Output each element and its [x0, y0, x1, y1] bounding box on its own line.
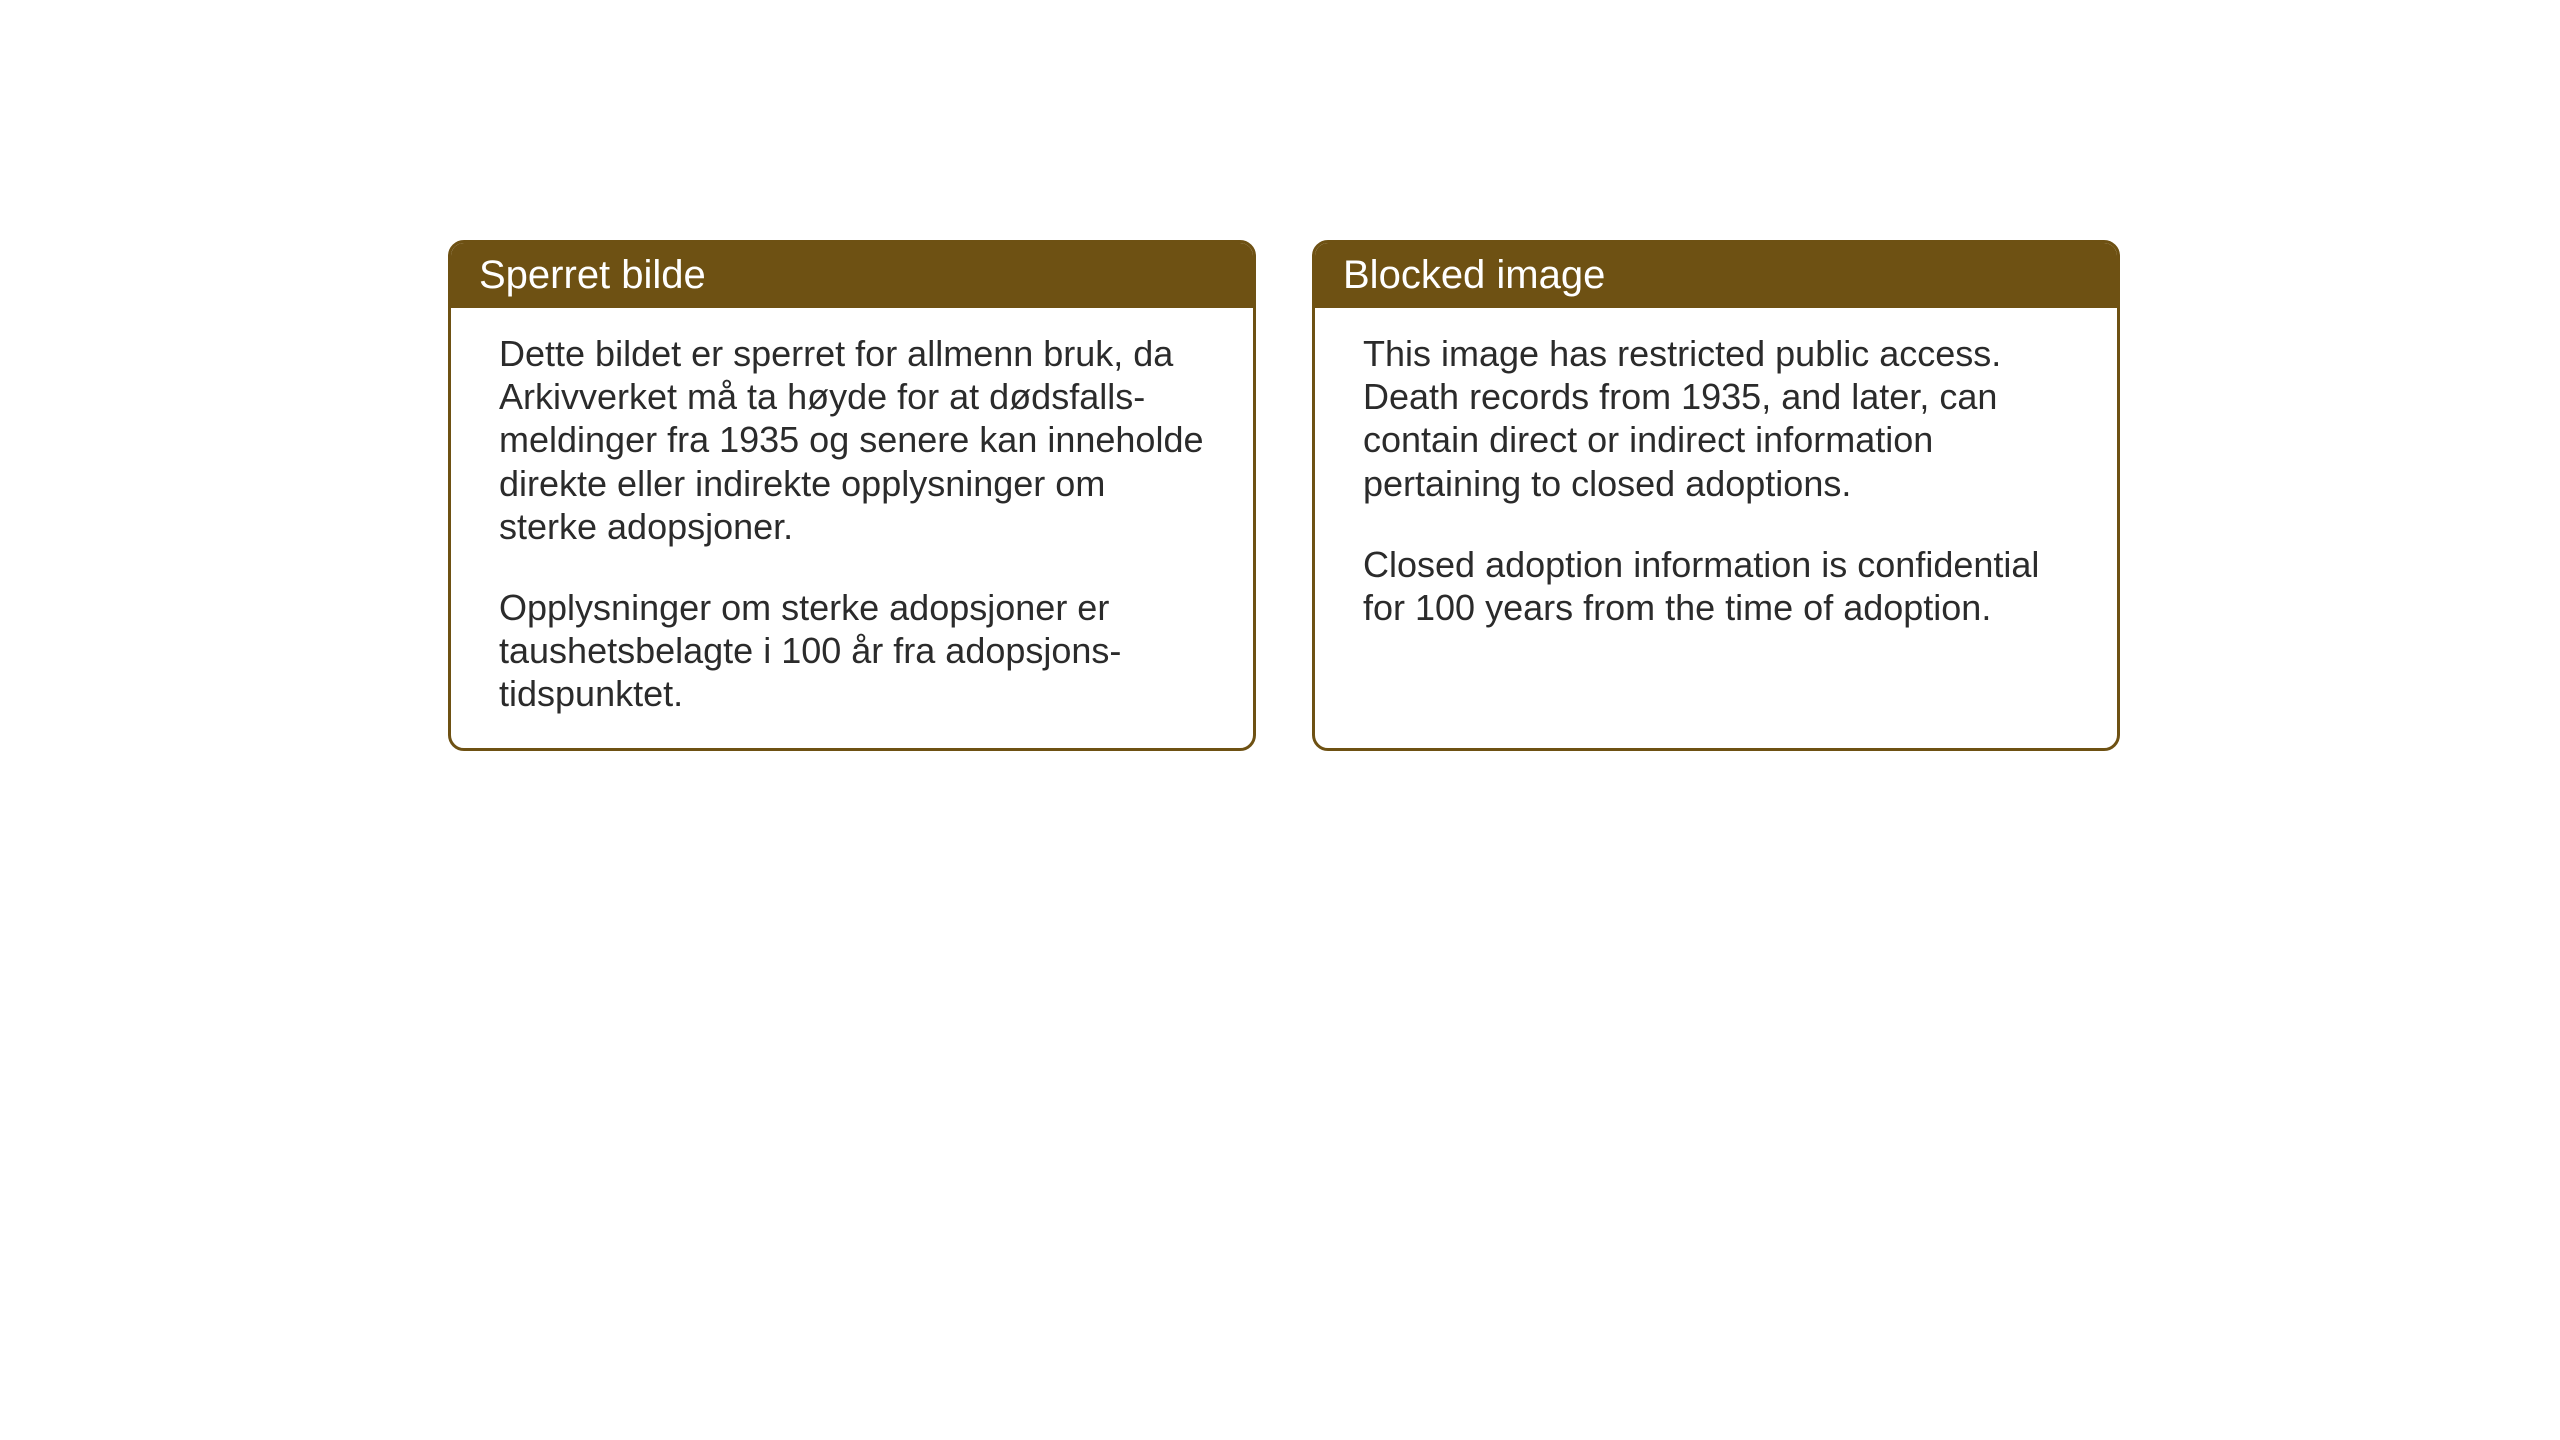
norwegian-paragraph-1: Dette bildet er sperret for allmenn bruk… — [499, 332, 1205, 548]
english-notice-card: Blocked image This image has restricted … — [1312, 240, 2120, 751]
norwegian-paragraph-2: Opplysninger om sterke adopsjoner er tau… — [499, 586, 1205, 716]
norwegian-card-title: Sperret bilde — [451, 243, 1253, 308]
english-card-title: Blocked image — [1315, 243, 2117, 308]
english-card-body: This image has restricted public access.… — [1315, 308, 2117, 748]
english-paragraph-2: Closed adoption information is confident… — [1363, 543, 2069, 629]
norwegian-card-body: Dette bildet er sperret for allmenn bruk… — [451, 308, 1253, 748]
english-paragraph-1: This image has restricted public access.… — [1363, 332, 2069, 505]
notice-cards-container: Sperret bilde Dette bildet er sperret fo… — [448, 240, 2120, 751]
norwegian-notice-card: Sperret bilde Dette bildet er sperret fo… — [448, 240, 1256, 751]
